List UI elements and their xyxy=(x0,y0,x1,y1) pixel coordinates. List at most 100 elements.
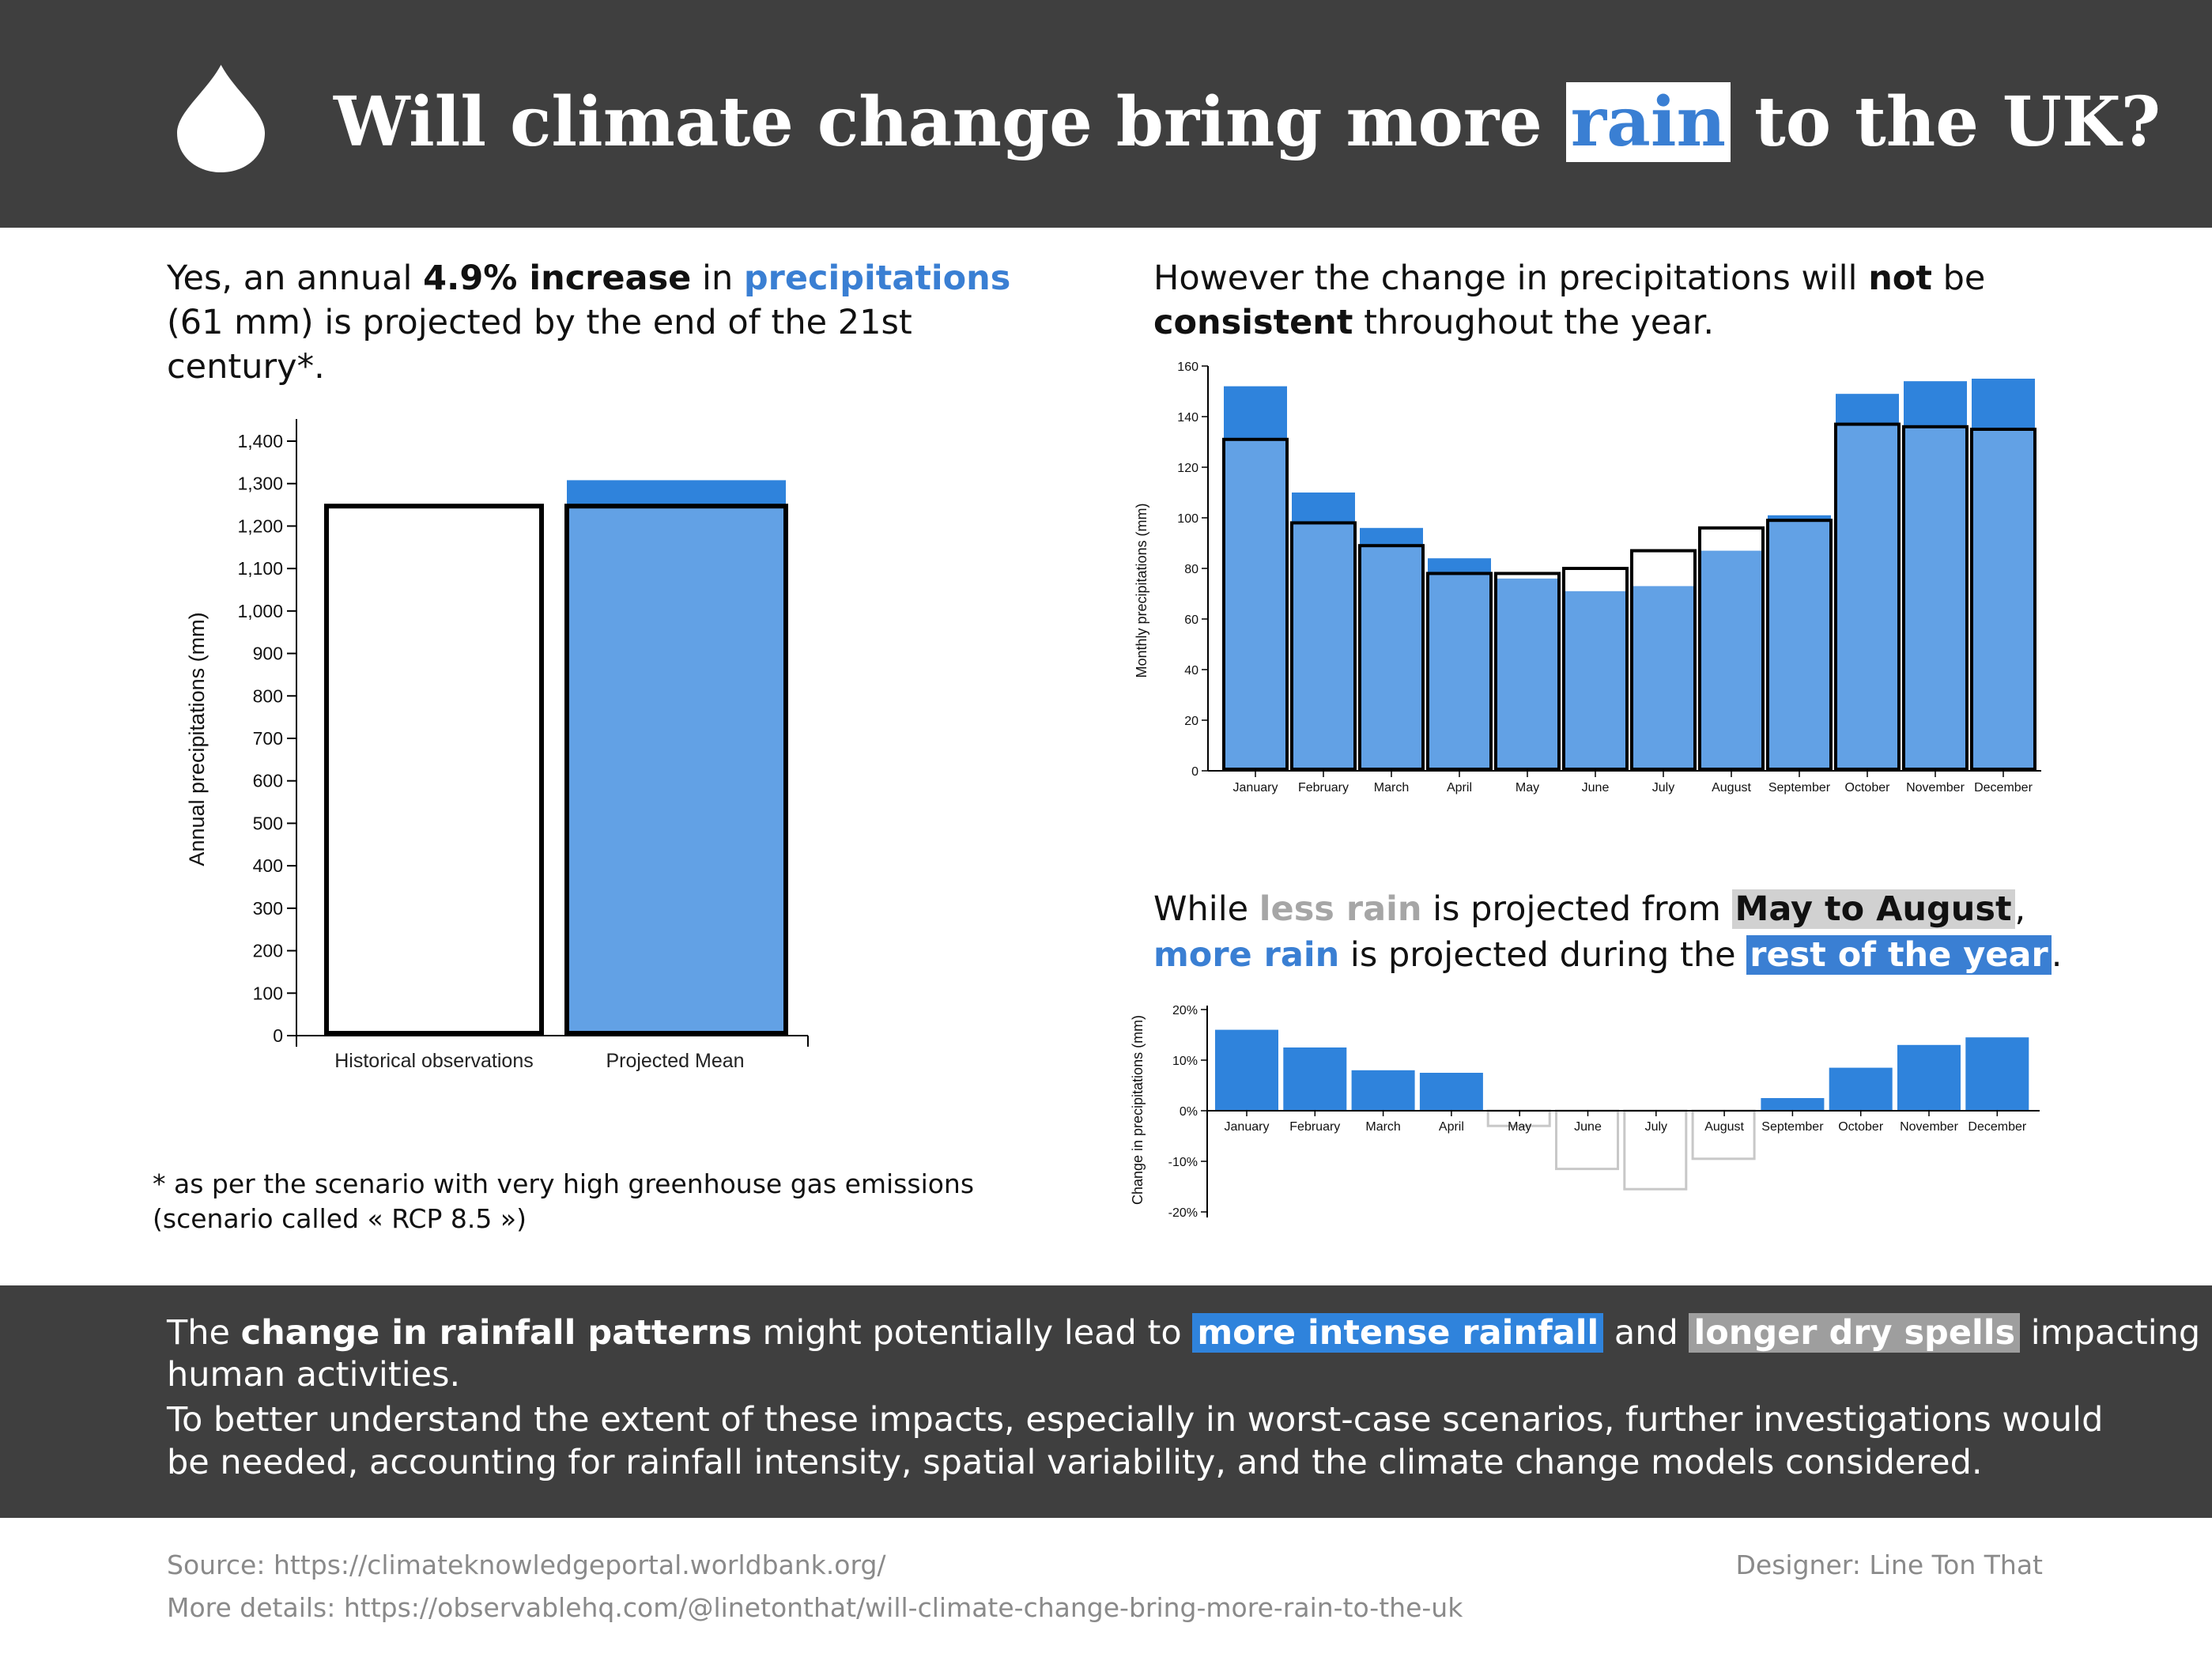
annual-y-tick-label: 300 xyxy=(253,898,283,919)
monthly-bar-projected xyxy=(1836,424,1899,771)
monthly-y-tick-label: 60 xyxy=(1184,613,1198,627)
change-bar-decrease xyxy=(1623,1109,1688,1191)
monthly-bar-projected xyxy=(1564,591,1627,771)
monthly-y-tick-label: 100 xyxy=(1177,512,1198,526)
change-x-tick-label: July xyxy=(1645,1120,1667,1134)
title-highlight-rain: rain xyxy=(1565,82,1731,162)
annual-chart: Annual precipitations (mm) 0 100 200 300 400… xyxy=(185,419,809,1072)
change-bar-decrease xyxy=(1691,1109,1756,1161)
annual-bar-projected xyxy=(567,506,786,1036)
annual-bar-historical xyxy=(324,504,544,1036)
monthly-bar-projected xyxy=(1700,550,1763,771)
monthly-y-tick-label: 80 xyxy=(1184,563,1198,576)
monthly-bar-historical-outline xyxy=(1902,425,1969,772)
monthly-y-tick-label: 0 xyxy=(1191,765,1198,779)
monthly-bar-projected xyxy=(1768,520,1831,771)
monthly-x-tick-label: April xyxy=(1447,781,1472,795)
change-bar-increase xyxy=(1829,1067,1893,1111)
monthly-bar-historical-outline xyxy=(1970,428,2036,771)
monthly-bar-historical-outline xyxy=(1562,567,1629,771)
designer-credit: Designer: Line Ton That xyxy=(1735,1549,2043,1580)
monthly-bar-projected xyxy=(1428,573,1491,771)
footnote-line-1: * as per the scenario with very high gre… xyxy=(153,1168,975,1199)
annual-y-tick-label: 1,400 xyxy=(237,431,283,451)
monthly-x-tick-label: March xyxy=(1374,781,1409,795)
monthly-x-tick-label: February xyxy=(1298,781,1349,795)
change-bar-increase xyxy=(1215,1029,1278,1111)
annual-y-axis-title: Annual precipitations (mm) xyxy=(185,612,209,866)
change-x-tick-label: April xyxy=(1439,1120,1464,1134)
monthly-bar-projected xyxy=(1292,523,1355,771)
annual-y-tick-label: 700 xyxy=(253,728,283,749)
monthly-bar-historical-outline xyxy=(1494,572,1561,771)
monthly-x-tick-label: November xyxy=(1906,781,1965,795)
change-x-tick-label: August xyxy=(1704,1120,1744,1134)
monthly-bar-historical-outline xyxy=(1834,422,1901,771)
monthly-text-line-1: However the change in precipitations wil… xyxy=(1153,259,1986,298)
annual-y-tick-label: 100 xyxy=(253,983,283,1003)
monthly-y-tick-label: 40 xyxy=(1184,664,1198,678)
annual-y-tick-label: 400 xyxy=(253,855,283,876)
change-text-line-2: more rain is projected during the rest o… xyxy=(1153,935,2063,975)
monthly-bar-projected xyxy=(1904,426,1967,771)
monthly-bar-historical-outline xyxy=(1358,544,1425,771)
change-x-tick-label: January xyxy=(1225,1120,1270,1134)
footnote-line-2: (scenario called « RCP 8.5 ») xyxy=(153,1203,527,1234)
monthly-y-axis-title: Monthly precipitations (mm) xyxy=(1134,503,1149,678)
change-x-tick-label: June xyxy=(1574,1120,1602,1134)
change-y-tick-label: -10% xyxy=(1168,1156,1198,1169)
change-y-tick-label: 10% xyxy=(1172,1055,1198,1068)
change-y-tick-label: -20% xyxy=(1168,1206,1198,1220)
change-y-tick-label: 0% xyxy=(1180,1105,1198,1119)
conclusion-line-4: be needed, accounting for rainfall inten… xyxy=(167,1443,1983,1482)
annual-y-tick-label: 600 xyxy=(253,771,283,791)
change-chart: Change in precipitations (mm) -20% -10% 0%… xyxy=(1130,1004,2040,1220)
annual-y-tick-label: 900 xyxy=(253,644,283,664)
change-x-tick-label: March xyxy=(1365,1120,1400,1134)
annual-y-tick-label: 1,100 xyxy=(237,558,283,579)
monthly-x-tick-label: October xyxy=(1845,781,1891,795)
monthly-x-tick-label: August xyxy=(1712,781,1751,795)
monthly-bar-historical-outline xyxy=(1426,572,1493,771)
intro-line-3: century*. xyxy=(167,347,325,387)
source-credit: Source: https://climateknowledgeportal.w… xyxy=(167,1549,886,1580)
monthly-y-tick-label: 120 xyxy=(1177,462,1198,475)
monthly-y-tick-label: 20 xyxy=(1184,715,1198,728)
details-link[interactable]: More details: https://observablehq.com/@… xyxy=(167,1592,1463,1623)
annual-y-tick-label: 500 xyxy=(253,813,283,833)
conclusion-line-3: To better understand the extent of these… xyxy=(167,1400,2104,1440)
change-y-axis-title: Change in precipitations (mm) xyxy=(1130,1015,1146,1205)
conclusion-line-1: The change in rainfall patterns might po… xyxy=(167,1313,2201,1353)
monthly-bar-projected xyxy=(1224,439,1287,771)
change-text-line-1: While less rain is projected from May to… xyxy=(1153,889,2026,929)
annual-x-label-historical: Historical observations xyxy=(334,1050,534,1072)
change-x-tick-label: September xyxy=(1761,1120,1824,1134)
change-bar-increase xyxy=(1897,1044,1961,1111)
monthly-bar-historical-outline xyxy=(1290,521,1357,771)
monthly-x-tick-label: January xyxy=(1233,781,1278,795)
monthly-bar-historical-outline xyxy=(1766,519,1833,771)
change-x-tick-label: November xyxy=(1900,1120,1958,1134)
intro-line-1: Yes, an annual 4.9% increase in precipit… xyxy=(167,259,1011,298)
monthly-y-tick-label: 160 xyxy=(1177,360,1198,374)
conclusion-line-2: human activities. xyxy=(167,1355,461,1395)
raindrop-icon xyxy=(177,65,265,172)
monthly-bar-historical-outline xyxy=(1698,526,1765,772)
conclusion-band: The change in rainfall patterns might po… xyxy=(0,1285,2212,1518)
monthly-chart: Monthly precipitations (mm) 0 20 40 60 80 100… xyxy=(1134,360,2041,795)
header-band: Will climate change bring more rain to t… xyxy=(0,0,2212,228)
page-title: Will climate change bring more rain to t… xyxy=(334,82,2161,162)
intro-line-2: (61 mm) is projected by the end of the 2… xyxy=(167,303,912,342)
annual-y-tick-label: 800 xyxy=(253,685,283,706)
annual-x-label-projected: Projected Mean xyxy=(606,1050,744,1072)
monthly-x-tick-label: July xyxy=(1652,781,1674,795)
monthly-bar-historical-outline xyxy=(1222,437,1289,772)
monthly-text-line-2: consistent throughout the year. xyxy=(1153,303,1715,342)
monthly-x-tick-label: September xyxy=(1768,781,1831,795)
annual-y-tick-label: 200 xyxy=(253,941,283,961)
monthly-bar-projected xyxy=(1360,545,1423,771)
monthly-y-tick-label: 140 xyxy=(1177,411,1198,425)
annual-bar-projected-outline xyxy=(564,504,788,1036)
change-bar-increase xyxy=(1761,1098,1825,1111)
change-x-tick-label: May xyxy=(1508,1120,1531,1134)
